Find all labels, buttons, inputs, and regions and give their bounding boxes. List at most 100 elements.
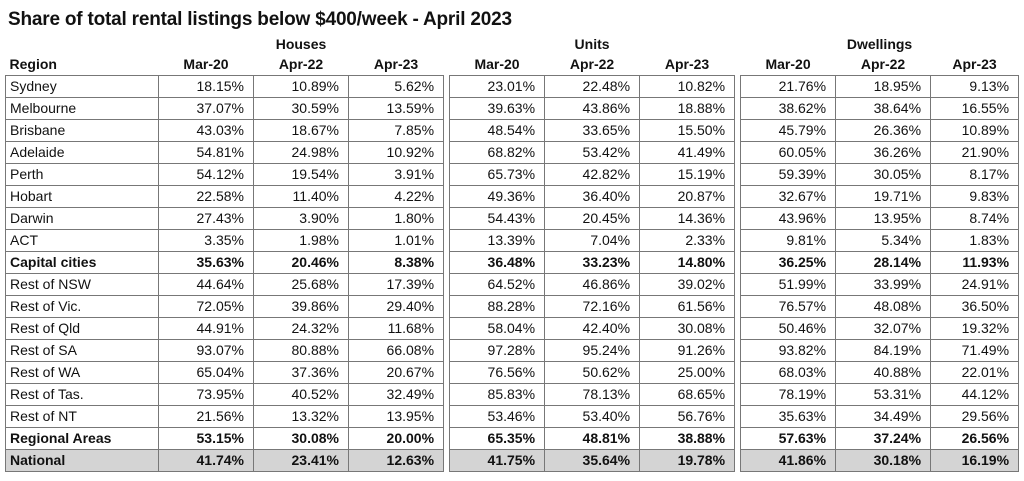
dwellings-apr-23-value-cell: 10.89% <box>930 119 1020 142</box>
units-apr-22-value-cell: 53.42% <box>544 141 641 164</box>
dwellings-mar-20-value-cell: 21.76% <box>740 75 837 98</box>
group-gap <box>443 35 450 54</box>
units-mar-20-value-cell: 39.63% <box>449 97 546 120</box>
region-cell: Regional Areas <box>5 427 159 450</box>
dwellings-mar-20-value-cell: 51.99% <box>740 273 837 296</box>
houses-mar-20-value-cell: 37.07% <box>158 97 254 120</box>
units-apr-23-value-cell: 38.88% <box>639 427 736 450</box>
units-apr-23-value-cell: 19.78% <box>639 449 736 472</box>
group-gap-cell <box>734 339 741 362</box>
group-header-blank <box>6 35 159 54</box>
units-apr-22-value-cell: 33.23% <box>544 251 641 274</box>
units-apr-23-value-cell: 15.50% <box>639 119 736 142</box>
houses-mar-20-value-cell: 3.35% <box>158 229 254 252</box>
units-apr-22-value-cell: 43.86% <box>544 97 641 120</box>
dwellings-mar-20-value-cell: 35.63% <box>740 405 837 428</box>
dwellings-apr-23-value-cell: 8.74% <box>930 207 1020 230</box>
houses-mar-20-value-cell: 22.58% <box>158 185 254 208</box>
region-cell: Rest of NT <box>5 405 159 428</box>
dwellings-apr-23-value-cell: 44.12% <box>930 383 1020 406</box>
dwellings-apr-23-value-cell: 16.55% <box>930 97 1020 120</box>
table-row: Rest of WA 65.04% 37.36% 20.67% 76.56% 50.62%… <box>5 361 1020 384</box>
houses-apr-23-value-cell: 1.80% <box>347 207 445 230</box>
houses-mar-20-value-cell: 73.95% <box>158 383 254 406</box>
houses-mar-20-value-cell: 21.56% <box>158 405 254 428</box>
houses-apr-23-value-cell: 10.92% <box>347 141 445 164</box>
dwellings-mar-20-value-cell: 9.81% <box>740 229 837 252</box>
table-row: ACT 3.35% 1.98% 1.01% 13.39% 7.04% 2.33% 9.81% 5… <box>5 229 1020 252</box>
group-gap-cell <box>734 141 741 164</box>
units-apr-23-value-cell: 2.33% <box>639 229 736 252</box>
group-gap-cell <box>734 405 741 428</box>
houses-mar-20-value-cell: 41.74% <box>158 449 254 472</box>
group-gap-cell <box>734 361 741 384</box>
table-row: Rest of NSW 44.64% 25.68% 17.39% 64.52% 46.86… <box>5 273 1020 296</box>
region-cell: Rest of Vic. <box>5 295 159 318</box>
dwellings-apr-23-value-cell: 24.91% <box>930 273 1020 296</box>
region-cell: Rest of Qld <box>5 317 159 340</box>
units-apr-22-value-cell: 42.82% <box>544 163 641 186</box>
dwellings-apr-22-value-cell: 18.95% <box>835 75 932 98</box>
houses-apr-22-value-cell: 11.40% <box>253 185 349 208</box>
houses-mar-20-value-cell: 44.64% <box>158 273 254 296</box>
dwellings-apr-22-value-cell: 28.14% <box>835 251 932 274</box>
units-apr-22-value-cell: 20.45% <box>544 207 641 230</box>
group-gap-cell <box>443 207 450 230</box>
units-apr-22-value-cell: 33.65% <box>544 119 641 142</box>
group-gap-cell <box>443 405 450 428</box>
units-apr-22-value-cell: 46.86% <box>544 273 641 296</box>
group-gap-cell <box>734 119 741 142</box>
houses-apr-23-value-cell: 5.62% <box>347 75 445 98</box>
dwellings-mar-20-value-cell: 57.63% <box>740 427 837 450</box>
units-apr-23-value-cell: 30.08% <box>639 317 736 340</box>
dwellings-apr-23-value-cell: 71.49% <box>930 339 1020 362</box>
region-cell: ACT <box>5 229 159 252</box>
region-cell: Rest of WA <box>5 361 159 384</box>
group-header-dwellings: Dwellings <box>846 36 913 52</box>
units-mar-20-value-cell: 49.36% <box>449 185 546 208</box>
dwellings-apr-23-value-cell: 8.17% <box>930 163 1020 186</box>
rental-share-table: Houses Units Dwellings Region Mar-20 Apr… <box>5 35 1020 472</box>
houses-period-header: Apr-22 <box>278 56 324 72</box>
houses-apr-23-value-cell: 1.01% <box>347 229 445 252</box>
group-gap-cell <box>734 295 741 318</box>
region-cell: Rest of NSW <box>5 273 159 296</box>
houses-apr-23-value-cell: 4.22% <box>347 185 445 208</box>
houses-apr-23-value-cell: 3.91% <box>347 163 445 186</box>
group-gap-cell <box>734 251 741 274</box>
dwellings-apr-22-value-cell: 37.24% <box>835 427 932 450</box>
houses-mar-20-value-cell: 54.81% <box>158 141 254 164</box>
table-row: Rest of SA 93.07% 80.88% 66.08% 97.28% 95.24%… <box>5 339 1020 362</box>
dwellings-period-header: Apr-23 <box>952 56 997 72</box>
units-apr-22-value-cell: 35.64% <box>544 449 641 472</box>
group-gap-cell <box>734 229 741 252</box>
houses-apr-22-value-cell: 80.88% <box>253 339 349 362</box>
houses-mar-20-value-cell: 54.12% <box>158 163 254 186</box>
houses-apr-22-value-cell: 24.98% <box>253 141 349 164</box>
dwellings-apr-22-value-cell: 84.19% <box>835 339 932 362</box>
group-gap-cell <box>734 273 741 296</box>
houses-apr-22-value-cell: 30.08% <box>253 427 349 450</box>
dwellings-apr-22-value-cell: 48.08% <box>835 295 932 318</box>
rental-listings-table-figure: Share of total rental listings below $40… <box>5 5 1020 477</box>
dwellings-apr-23-value-cell: 21.90% <box>930 141 1020 164</box>
units-apr-22-value-cell: 48.81% <box>544 427 641 450</box>
table-row: Perth 54.12% 19.54% 3.91% 65.73% 42.82% 15.19%… <box>5 163 1020 186</box>
dwellings-mar-20-value-cell: 50.46% <box>740 317 837 340</box>
units-mar-20-value-cell: 88.28% <box>449 295 546 318</box>
dwellings-apr-23-value-cell: 26.56% <box>930 427 1020 450</box>
group-header-row: Houses Units Dwellings <box>6 35 1019 54</box>
dwellings-apr-22-value-cell: 13.95% <box>835 207 932 230</box>
units-period-header: Mar-20 <box>474 56 520 72</box>
header-gap <box>734 54 741 76</box>
dwellings-apr-23-value-cell: 16.19% <box>930 449 1020 472</box>
houses-mar-20-value-cell: 43.03% <box>158 119 254 142</box>
units-apr-23-value-cell: 14.80% <box>639 251 736 274</box>
group-gap-cell <box>734 75 741 98</box>
units-mar-20-value-cell: 68.82% <box>449 141 546 164</box>
group-gap-cell <box>443 119 450 142</box>
table-row: Sydney 18.15% 10.89% 5.62% 23.01% 22.48% 10.82… <box>5 75 1020 98</box>
houses-apr-22-value-cell: 37.36% <box>253 361 349 384</box>
units-mar-20-value-cell: 36.48% <box>449 251 546 274</box>
group-gap-cell <box>734 317 741 340</box>
